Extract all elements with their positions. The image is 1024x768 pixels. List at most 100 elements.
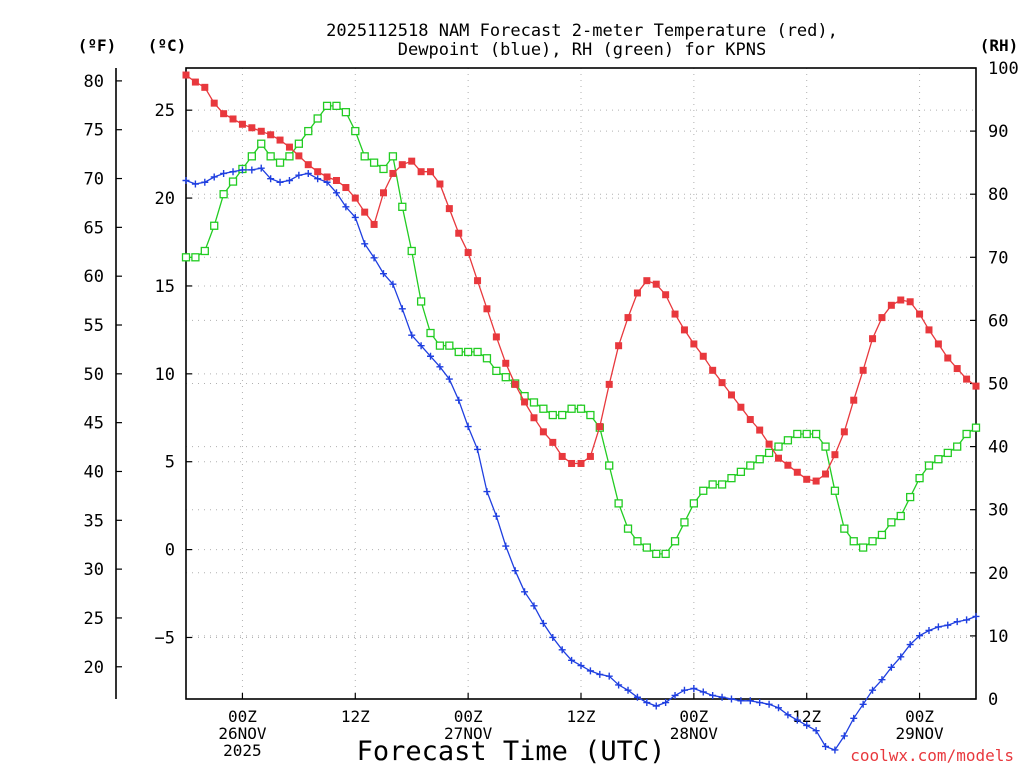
temperature-point [615,342,623,350]
rh-point [614,499,623,508]
celsius-tick-label: 20 [155,189,175,209]
rh-point [717,480,727,489]
dewpoint-point [238,166,246,174]
rh-point [962,429,971,439]
dewpoint-point [624,686,632,694]
rh-unit-label: (RH) [980,36,1019,55]
temperature-point [445,205,453,213]
fahrenheit-tick-label: 25 [84,609,104,629]
rh-point [266,152,275,161]
rh-point [830,486,840,495]
rh-tick-label: 60 [988,311,1008,331]
dewpoint-point [342,203,350,211]
dewpoint-point [878,676,886,684]
rh-point [887,518,896,527]
temperature-point [906,298,914,306]
dewpoint-point [699,688,707,696]
temperature-point [558,452,566,460]
dewpoint-point [201,178,209,186]
rh-point [501,373,510,382]
temperature-point [398,161,406,169]
rh-point [247,152,256,161]
dewpoint-point [690,684,698,692]
rh-tick-label: 40 [988,438,1008,458]
dewpoint-point [558,646,566,654]
temperature-point [718,379,726,387]
temperature-point [483,305,491,313]
fahrenheit-tick-label: 50 [84,365,104,385]
dewpoint-point [483,488,491,496]
dewpoint-point [285,176,293,184]
temperature-point [492,333,500,341]
rh-point [482,354,492,363]
dewpoint-point [191,180,199,188]
dewpoint-point [351,213,359,221]
dewpoint-point [953,618,961,626]
rh-tick-label: 0 [988,690,998,710]
temperature-point [803,475,811,483]
dewpoint-point [831,746,839,754]
rh-point [774,442,783,451]
rh-point [294,139,304,148]
rh-point [906,492,915,502]
dewpoint-point [737,697,745,705]
temperature-point [417,168,425,176]
dewpoint-point [577,662,585,670]
dewpoint-point [511,567,519,575]
dewpoint-point [568,656,576,664]
rh-point [840,524,849,533]
celsius-tick-label: 5 [165,453,175,473]
rh-point [746,461,755,470]
temperature-point [248,124,256,132]
dewpoint-point [464,423,472,431]
dewpoint-point [596,670,604,678]
temperature-point [568,459,576,467]
rh-point [811,429,821,439]
temperature-point [464,249,472,257]
dewpoint-point [793,716,801,724]
celsius-tick-label: 25 [155,101,175,121]
fahrenheit-tick-label: 35 [84,511,104,531]
temperature-point [671,310,679,318]
temperature-point [831,451,839,459]
x-tick-label: 12Z [567,707,596,726]
x-tick-label: 28NOV [670,724,719,743]
rh-point [727,473,736,483]
rh-tick-label: 50 [988,375,1008,395]
rh-point [699,486,708,495]
rh-point [445,341,454,350]
dewpoint-point [746,697,754,705]
rh-point [605,461,614,470]
rh-point [219,190,228,199]
x-tick-label: 2025 [223,741,262,760]
rh-point [191,253,200,262]
series-line [186,105,977,555]
rh-point [398,202,407,211]
dewpoint-point [267,175,275,183]
rh-point [407,246,416,256]
dewpoint-point [521,588,529,596]
rh-tick-label: 70 [988,248,1008,268]
temperature-point [530,414,538,422]
temperature-point [727,391,735,399]
dewpoint-point [680,686,688,694]
rh-point [915,473,924,483]
dewpoint-point [916,632,924,640]
temperature-point [680,326,688,334]
dewpoint-point [963,616,971,624]
temperature-point [633,289,641,297]
dewpoint-point [944,621,952,629]
temperature-point [690,340,698,348]
rh-point [304,126,313,136]
dewpoint-point [220,169,228,177]
dewpoint-point [332,189,340,197]
fahrenheit-unit-label: (ºF) [78,36,117,55]
temperature-point [699,352,707,360]
temperature-point [370,220,378,228]
rh-point [934,455,943,464]
dewpoint-point [850,714,858,722]
dewpoint-point [671,691,679,699]
temperature-point [455,229,463,237]
rh-point [181,253,191,262]
